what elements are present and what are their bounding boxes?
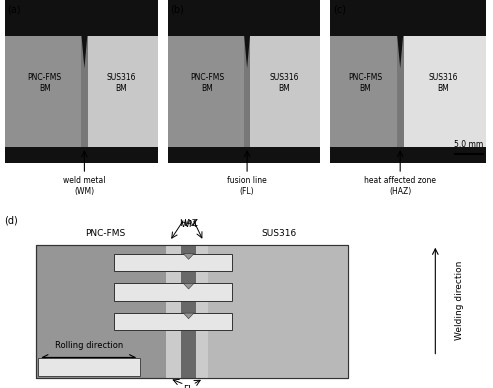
Bar (330, 36, 400, 147)
Text: (b): (b) (170, 4, 184, 14)
Bar (247, 36, 320, 147)
Bar (5, 0, 158, 36)
Bar (114, 313, 233, 330)
Bar (166, 245, 208, 378)
Text: Welding direction: Welding direction (455, 261, 464, 340)
Text: SUS316
BM: SUS316 BM (269, 73, 299, 93)
Text: Rolling direction: Rolling direction (55, 341, 123, 350)
Text: (d): (d) (4, 215, 18, 225)
Text: PNC-FMS
BM: PNC-FMS BM (190, 73, 224, 93)
Text: SUS316: SUS316 (262, 229, 297, 238)
Text: PNC-FMS
BM: PNC-FMS BM (28, 73, 62, 93)
Text: PNC-FMS: PNC-FMS (85, 229, 125, 238)
Text: (c): (c) (333, 4, 346, 14)
Bar (84, 36, 158, 147)
Bar (36, 245, 348, 378)
Polygon shape (244, 36, 250, 68)
Bar (38, 359, 140, 376)
Polygon shape (397, 36, 403, 68)
Text: SUS316
BM: SUS316 BM (428, 73, 458, 93)
Bar (400, 36, 486, 147)
Bar (244, 36, 250, 147)
Text: WM: WM (180, 220, 197, 229)
Polygon shape (183, 313, 194, 319)
Bar (397, 36, 404, 147)
Bar (168, 36, 247, 147)
Text: heat affected zone
(HAZ): heat affected zone (HAZ) (364, 177, 436, 196)
Bar (168, 147, 320, 163)
Bar (330, 147, 486, 163)
Bar (192, 245, 348, 378)
Text: SUS316
BM: SUS316 BM (106, 73, 136, 93)
Polygon shape (183, 254, 194, 259)
Text: FL: FL (183, 385, 194, 388)
Bar (330, 0, 486, 36)
Text: weld metal
(WM): weld metal (WM) (63, 177, 106, 196)
Text: fusion line
(FL): fusion line (FL) (227, 177, 267, 196)
Bar (5, 36, 84, 147)
Bar (181, 245, 196, 378)
Polygon shape (81, 36, 87, 68)
Bar (81, 36, 88, 147)
Text: HAZ: HAZ (179, 218, 198, 228)
Text: PNC-FMS
BM: PNC-FMS BM (348, 73, 382, 93)
Bar (5, 147, 158, 163)
Bar (36, 245, 348, 378)
Bar (168, 0, 320, 36)
Bar (114, 283, 233, 301)
Polygon shape (183, 283, 194, 289)
Bar (114, 254, 233, 271)
Text: 5.0 mm: 5.0 mm (454, 140, 483, 149)
Text: (a): (a) (7, 4, 21, 14)
